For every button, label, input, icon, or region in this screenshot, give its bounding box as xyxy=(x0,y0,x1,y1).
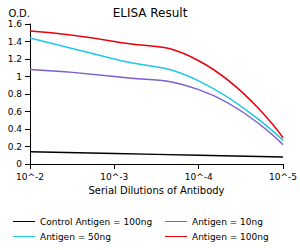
svg-text:10^-5: 10^-5 xyxy=(269,172,297,182)
svg-text:Control Antigen = 100ng: Control Antigen = 100ng xyxy=(40,217,152,227)
svg-text:0.4: 0.4 xyxy=(8,124,23,134)
svg-text:Antigen = 10ng: Antigen = 10ng xyxy=(192,217,263,227)
svg-text:Antigen = 100ng: Antigen = 100ng xyxy=(192,232,269,242)
svg-text:Antigen = 50ng: Antigen = 50ng xyxy=(40,232,111,242)
svg-text:0.6: 0.6 xyxy=(8,107,23,117)
svg-text:ELISA Result: ELISA Result xyxy=(113,6,188,20)
svg-text:0.2: 0.2 xyxy=(8,142,22,152)
svg-text:Serial Dilutions of Antibody: Serial Dilutions of Antibody xyxy=(88,185,224,196)
svg-text:10^-2: 10^-2 xyxy=(16,172,44,182)
svg-text:0.8: 0.8 xyxy=(8,89,23,99)
svg-text:1.4: 1.4 xyxy=(8,37,23,47)
svg-text:10^-3: 10^-3 xyxy=(100,172,128,182)
svg-text:1.6: 1.6 xyxy=(8,19,23,29)
svg-text:0: 0 xyxy=(16,159,22,169)
svg-text:1: 1 xyxy=(16,72,22,82)
svg-text:10^-4: 10^-4 xyxy=(185,172,213,182)
svg-text:1.2: 1.2 xyxy=(8,54,22,64)
svg-text:O.D.: O.D. xyxy=(8,8,30,19)
